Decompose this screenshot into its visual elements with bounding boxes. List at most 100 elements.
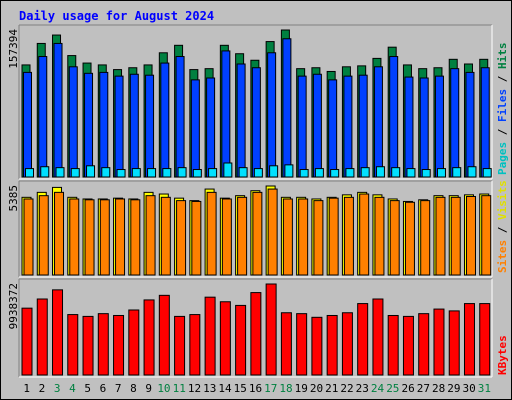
kbytes-panel-kbytes-bar-6 (97, 313, 109, 376)
visits-panel-sites-bar-5 (84, 199, 95, 276)
hits-panel-pages-bar-11 (177, 167, 187, 178)
hits-panel-pages-bar-19 (299, 169, 309, 178)
hits-panel-pages-bar-18 (284, 164, 294, 178)
visits-panel-sites-bar-27 (420, 200, 431, 276)
hits-panel-pages-bar-14 (223, 162, 233, 178)
legend-kbytes: KBytes (496, 335, 509, 375)
x-tick-label-13: 13 (203, 382, 216, 395)
visits-panel-sites-bar-4 (69, 198, 80, 276)
hits-panel-files-bar-11 (175, 56, 185, 178)
kbytes-panel-kbytes-bar-5 (82, 315, 94, 376)
hits-panel-files-bar-16 (251, 67, 261, 178)
visits-panel-sites-bar-20 (313, 200, 324, 276)
visits-panel-sites-bar-2 (38, 195, 49, 276)
visits-panel-sites-bar-21 (328, 197, 339, 276)
hits-panel-files-bar-31 (480, 67, 490, 178)
hits-panel-pages-bar-8 (131, 168, 141, 178)
hits-panel-pages-bar-2 (40, 166, 50, 178)
kbytes-panel-kbytes-bar-21 (326, 314, 338, 376)
hits-panel-pages-bar-17 (269, 165, 279, 178)
kbytes-panel-kbytes-bar-26 (402, 315, 414, 376)
kbytes-panel-kbytes-bar-2 (36, 298, 48, 376)
visits-panel-sites-bar-11 (176, 200, 187, 276)
hits-panel-pages-bar-10 (162, 168, 172, 178)
hits-panel-pages-bar-23 (360, 167, 370, 178)
hits-panel-pages-bar-4 (70, 168, 80, 178)
x-tick-label-31: 31 (478, 382, 491, 395)
hits-panel-files-bar-5 (84, 72, 94, 178)
legend-top-part-1: / (496, 122, 509, 142)
hits-files-pages-panel (18, 24, 493, 180)
kbytes-panel-kbytes-bar-20 (311, 316, 323, 376)
kbytes-panel-kbytes-bar-31 (479, 303, 491, 376)
hits-panel-files-bar-18 (282, 38, 292, 178)
x-tick-label-27: 27 (417, 382, 430, 395)
hits-panel-pages-bar-16 (253, 168, 263, 178)
hits-panel-files-bar-1 (23, 71, 32, 178)
legend-top-part-0: Pages (496, 142, 509, 175)
legend-mid-part-0: Sites (496, 240, 509, 273)
visits-panel-sites-bar-23 (359, 193, 370, 276)
hits-panel-files-bar-28 (434, 75, 444, 178)
kbytes-panel-kbytes-bar-28 (433, 308, 445, 376)
visits-panel-sites-bar-16 (252, 191, 263, 276)
chart-title: Daily usage for August 2024 (19, 9, 214, 23)
hits-panel-pages-bar-6 (101, 167, 111, 178)
kbytes-panel-kbytes-bar-24 (372, 298, 384, 376)
hits-panel-pages-bar-30 (467, 166, 477, 178)
x-tick-label-10: 10 (157, 382, 170, 395)
kbytes-panel (18, 278, 493, 378)
hits-panel-files-bar-10 (160, 62, 170, 178)
hits-panel-files-bar-14 (221, 50, 231, 178)
kbytes-panel-kbytes-bar-18 (280, 312, 292, 376)
visits-panel-sites-bar-26 (404, 201, 415, 276)
kbytes-panel-kbytes-bar-23 (357, 303, 369, 376)
x-tick-label-23: 23 (356, 382, 369, 395)
legend-top-part-4: Hits (496, 43, 509, 70)
x-tick-label-11: 11 (173, 382, 186, 395)
visits-panel-sites-bar-22 (343, 196, 354, 276)
visits-panel-sites-bar-10 (160, 196, 171, 276)
hits-panel-files-bar-23 (358, 74, 368, 178)
hits-panel-pages-bar-3 (55, 167, 65, 178)
x-tick-label-14: 14 (218, 382, 232, 395)
hits-panel-pages-bar-28 (436, 168, 446, 178)
x-tick-label-18: 18 (279, 382, 292, 395)
x-tick-label-19: 19 (295, 382, 308, 395)
hits-panel-files-bar-20 (312, 73, 322, 178)
x-tick-label-4: 4 (69, 382, 76, 395)
hits-panel-pages-bar-21 (330, 169, 340, 178)
hits-panel-files-bar-9 (145, 74, 155, 178)
hits-panel-pages-bar-5 (86, 165, 96, 178)
hits-panel-pages-bar-12 (192, 169, 202, 178)
hits-panel-files-bar-7 (114, 75, 124, 178)
legend-top-part-2: Files (496, 89, 509, 122)
legend-top-part-3: / (496, 69, 509, 89)
visits-panel-sites-bar-15 (237, 196, 248, 276)
x-tick-label-8: 8 (130, 382, 137, 395)
hits-panel-files-bar-3 (53, 42, 63, 178)
x-tick-label-29: 29 (447, 382, 460, 395)
hits-panel-pages-bar-9 (147, 168, 157, 178)
x-tick-label-15: 15 (234, 382, 247, 395)
kbytes-panel-kbytes-bar-1 (21, 307, 33, 376)
x-tick-label-20: 20 (310, 382, 323, 395)
x-tick-label-2: 2 (39, 382, 46, 395)
visits-panel-sites-bar-9 (145, 195, 156, 276)
kbytes-panel-kbytes-bar-17 (265, 283, 277, 376)
x-tick-label-25: 25 (386, 382, 399, 395)
hits-panel-files-bar-25 (389, 56, 399, 178)
hits-panel-files-bar-30 (465, 71, 475, 178)
hits-panel-pages-bar-25 (391, 167, 401, 178)
x-tick-label-6: 6 (100, 382, 107, 395)
y-max-label-hits: 157394 (7, 29, 20, 69)
kbytes-panel-kbytes-bar-7 (113, 314, 125, 376)
legend-bot-part-0: KBytes (496, 335, 509, 375)
hits-panel-files-bar-26 (404, 76, 414, 178)
visits-panel-sites-bar-13 (206, 191, 217, 276)
x-tick-label-5: 5 (84, 382, 91, 395)
hits-panel-files-bar-13 (206, 77, 216, 178)
visits-panel-sites-bar-17 (267, 188, 278, 276)
